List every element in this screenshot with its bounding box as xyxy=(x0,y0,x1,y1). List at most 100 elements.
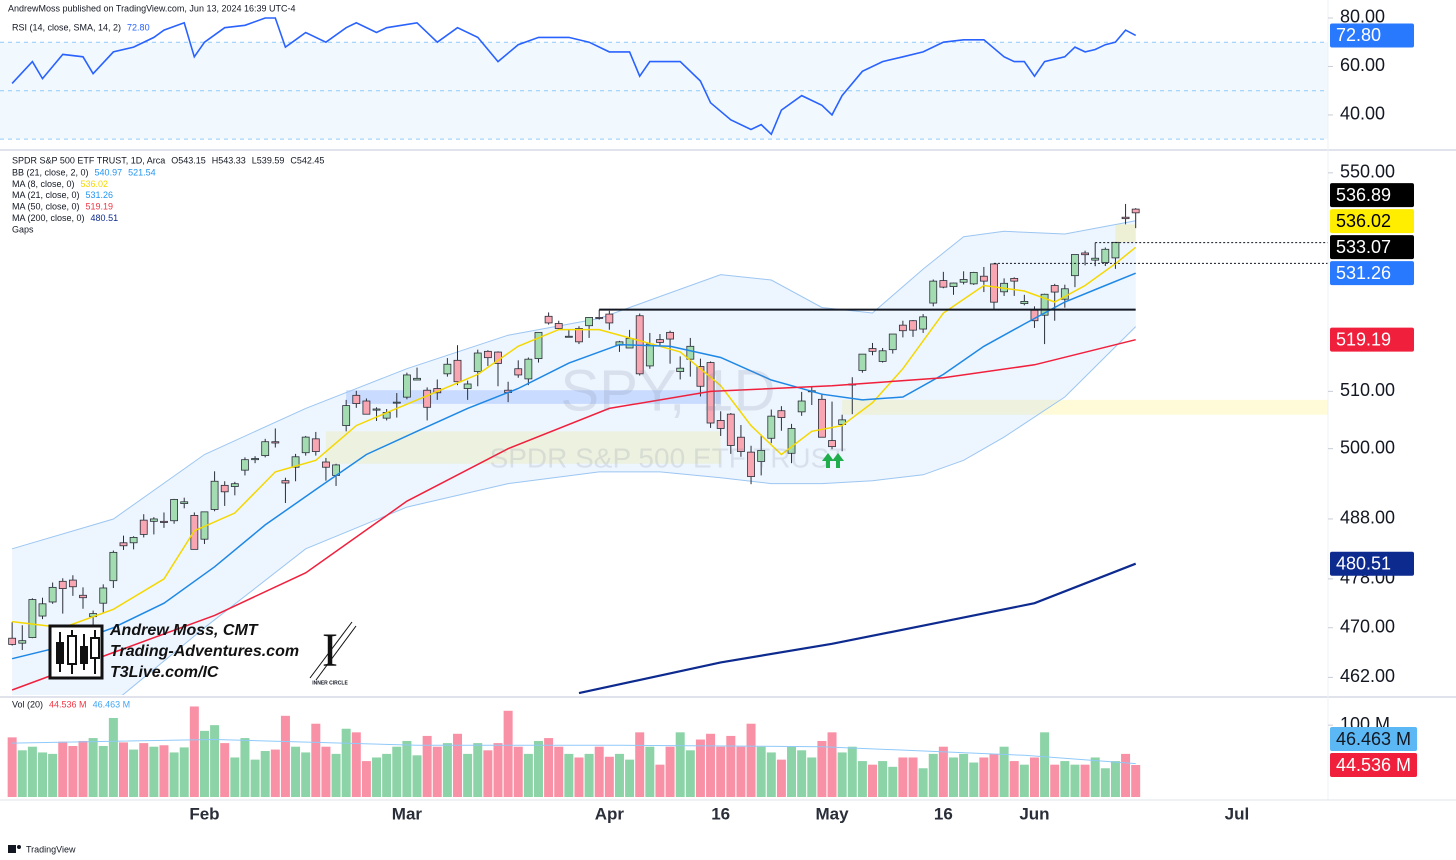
volume-bar xyxy=(108,717,118,797)
candle-body xyxy=(180,501,189,504)
legend-ohlc: O543.15 xyxy=(171,155,206,165)
candle-body xyxy=(969,271,978,285)
volume-bar xyxy=(270,749,280,797)
price-badge-label: 480.51 xyxy=(1336,553,1391,573)
candle-body xyxy=(706,362,715,424)
candle-body xyxy=(311,438,320,452)
candle-body xyxy=(534,331,543,360)
legend-label: BB (21, close, 2, 0) xyxy=(12,167,89,177)
brand-line: Trading-Adventures.com xyxy=(110,643,299,660)
candle-body xyxy=(251,458,259,461)
price-badge-label: 536.89 xyxy=(1336,185,1391,205)
volume-bar xyxy=(159,745,169,797)
brand-line: T3Live.com/IC xyxy=(110,664,219,681)
volume-bar xyxy=(301,752,311,797)
volume-bar xyxy=(756,746,766,797)
volume-bar xyxy=(685,750,695,797)
legend-value: 44.536 M xyxy=(49,699,87,709)
candle-body xyxy=(585,317,593,327)
x-tick-label: May xyxy=(815,804,849,823)
candle-body xyxy=(160,520,168,523)
candle-body xyxy=(342,405,351,426)
candle-body xyxy=(726,413,735,446)
volume-bar xyxy=(220,743,230,797)
candle-body xyxy=(261,441,270,457)
volume-bar xyxy=(88,738,98,797)
legend-value: 480.51 xyxy=(91,213,119,223)
price-badge xyxy=(1330,551,1414,576)
legend-ohlc: C542.45 xyxy=(290,155,324,165)
candle-body xyxy=(777,410,786,418)
candle-body xyxy=(18,640,27,644)
candle-body xyxy=(898,324,907,332)
volume-bar xyxy=(857,761,867,797)
price-badge-label: 531.26 xyxy=(1336,263,1391,283)
candle-body xyxy=(372,408,381,411)
pane xyxy=(0,17,1328,140)
candle-body xyxy=(990,263,998,303)
moving-average xyxy=(11,338,1136,691)
price-badge-label: 536.02 xyxy=(1336,211,1391,231)
legend-title: SPDR S&P 500 ETF TRUST, 1D, Arca xyxy=(12,155,165,165)
candle-body xyxy=(767,415,776,439)
candle-body xyxy=(362,400,371,415)
y-tick-label: 470.00 xyxy=(1340,616,1395,636)
volume-bar xyxy=(817,740,827,797)
volume-bar xyxy=(402,740,412,797)
volume-bar xyxy=(1121,753,1131,797)
y-tick-label: 488.00 xyxy=(1340,508,1395,528)
volume-bar xyxy=(554,746,564,797)
moving-average xyxy=(578,562,1137,695)
candle-body xyxy=(28,599,37,638)
volume-bar xyxy=(442,743,452,797)
volume-bar xyxy=(604,756,614,797)
volume-bar xyxy=(928,753,938,797)
price-badge xyxy=(1330,261,1414,286)
volume-bar xyxy=(311,723,321,797)
volume-bar xyxy=(888,766,898,797)
volume-bar xyxy=(48,753,58,797)
footer-brand: TradingView xyxy=(26,844,76,854)
candle-body xyxy=(119,542,128,547)
x-tick-label: 16 xyxy=(934,804,953,823)
volume-bar xyxy=(533,740,543,797)
volume-bar xyxy=(827,732,837,797)
pane xyxy=(8,203,1328,695)
volume-bar xyxy=(230,757,240,797)
volume-bar xyxy=(280,715,290,797)
candle-body xyxy=(959,279,968,283)
candle-body xyxy=(949,282,958,287)
volume-bar xyxy=(118,742,128,797)
volume-bar xyxy=(392,746,402,797)
candle-body xyxy=(271,441,280,444)
volume-bar xyxy=(736,746,746,797)
volume-bar xyxy=(372,757,382,797)
volume-bar xyxy=(614,753,624,797)
legend-value: 540.97 xyxy=(95,167,123,177)
volume-bar xyxy=(776,759,786,797)
volume-bar xyxy=(473,743,483,797)
signal-arrows xyxy=(822,453,844,468)
volume-bar xyxy=(1029,757,1039,797)
candle-body xyxy=(38,603,47,617)
volume-bar xyxy=(766,752,776,797)
volume-bar xyxy=(544,738,554,797)
candle-body xyxy=(129,537,138,544)
candle-body xyxy=(1111,241,1120,259)
legend-label: Gaps xyxy=(12,224,34,234)
volume-bar xyxy=(503,710,513,797)
x-tick-label: Jun xyxy=(1019,804,1049,823)
marks xyxy=(0,17,1328,797)
bb-upper xyxy=(11,220,1136,550)
candle-body xyxy=(99,587,108,604)
candle-body xyxy=(58,580,67,589)
volume-bar xyxy=(959,753,969,797)
candle-body xyxy=(787,428,796,454)
y-tick-label: 80.00 xyxy=(1340,7,1385,27)
volume-bar xyxy=(27,746,37,797)
pane xyxy=(7,706,1141,797)
candle-body xyxy=(666,331,674,340)
candle-body xyxy=(322,461,330,468)
volume-bar xyxy=(1090,757,1100,797)
volume-bar xyxy=(361,761,371,797)
